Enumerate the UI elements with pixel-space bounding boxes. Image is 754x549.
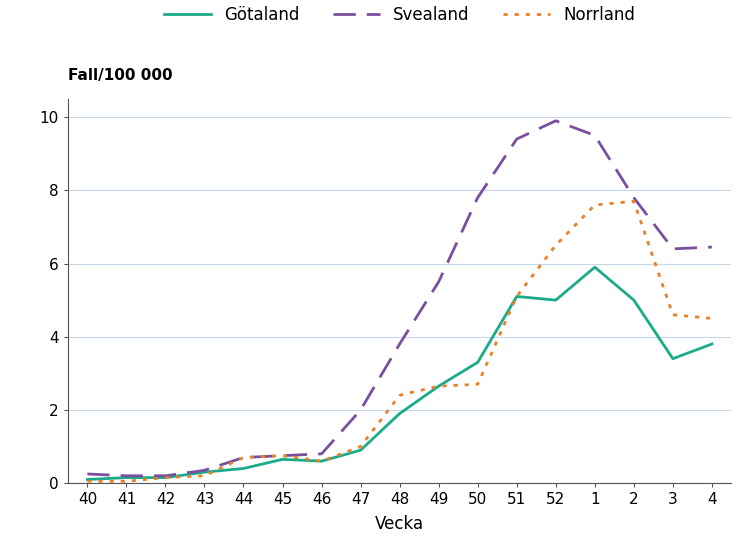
Götaland bbox=[122, 474, 131, 481]
Svealand bbox=[630, 194, 639, 201]
X-axis label: Vecka: Vecka bbox=[375, 516, 425, 534]
Svealand bbox=[278, 452, 287, 459]
Götaland bbox=[200, 469, 209, 475]
Svealand bbox=[707, 244, 716, 250]
Norrland bbox=[161, 474, 170, 481]
Norrland bbox=[317, 458, 326, 464]
Götaland bbox=[395, 410, 404, 417]
Norrland bbox=[434, 383, 443, 389]
Götaland bbox=[707, 341, 716, 348]
Götaland bbox=[590, 264, 599, 271]
Götaland bbox=[551, 297, 560, 304]
Götaland bbox=[239, 465, 248, 472]
Götaland bbox=[630, 297, 639, 304]
Svealand bbox=[434, 278, 443, 285]
Norrland bbox=[474, 381, 483, 388]
Svealand bbox=[551, 117, 560, 124]
Svealand bbox=[395, 341, 404, 348]
Svealand bbox=[474, 194, 483, 201]
Svealand bbox=[200, 467, 209, 474]
Svealand bbox=[590, 132, 599, 139]
Norrland bbox=[395, 392, 404, 399]
Norrland bbox=[630, 198, 639, 205]
Norrland bbox=[239, 454, 248, 461]
Text: Fall/100 000: Fall/100 000 bbox=[68, 69, 173, 83]
Norrland bbox=[590, 201, 599, 208]
Svealand bbox=[83, 470, 92, 477]
Svealand bbox=[512, 136, 521, 142]
Svealand bbox=[356, 407, 365, 413]
Norrland bbox=[551, 242, 560, 249]
Line: Götaland: Götaland bbox=[87, 267, 712, 479]
Line: Norrland: Norrland bbox=[87, 201, 712, 481]
Götaland bbox=[474, 359, 483, 366]
Norrland bbox=[122, 478, 131, 485]
Götaland bbox=[434, 383, 443, 389]
Götaland bbox=[317, 458, 326, 464]
Norrland bbox=[512, 293, 521, 300]
Svealand bbox=[239, 454, 248, 461]
Norrland bbox=[200, 473, 209, 479]
Götaland bbox=[356, 447, 365, 453]
Götaland bbox=[161, 474, 170, 481]
Norrland bbox=[707, 315, 716, 322]
Svealand bbox=[317, 451, 326, 457]
Norrland bbox=[356, 443, 365, 450]
Götaland bbox=[668, 355, 677, 362]
Norrland bbox=[668, 311, 677, 318]
Norrland bbox=[278, 452, 287, 459]
Svealand bbox=[122, 473, 131, 479]
Line: Svealand: Svealand bbox=[87, 121, 712, 476]
Götaland bbox=[83, 476, 92, 483]
Legend: Götaland, Svealand, Norrland: Götaland, Svealand, Norrland bbox=[158, 0, 642, 31]
Götaland bbox=[278, 456, 287, 463]
Götaland bbox=[512, 293, 521, 300]
Svealand bbox=[668, 245, 677, 252]
Norrland bbox=[83, 478, 92, 485]
Svealand bbox=[161, 473, 170, 479]
